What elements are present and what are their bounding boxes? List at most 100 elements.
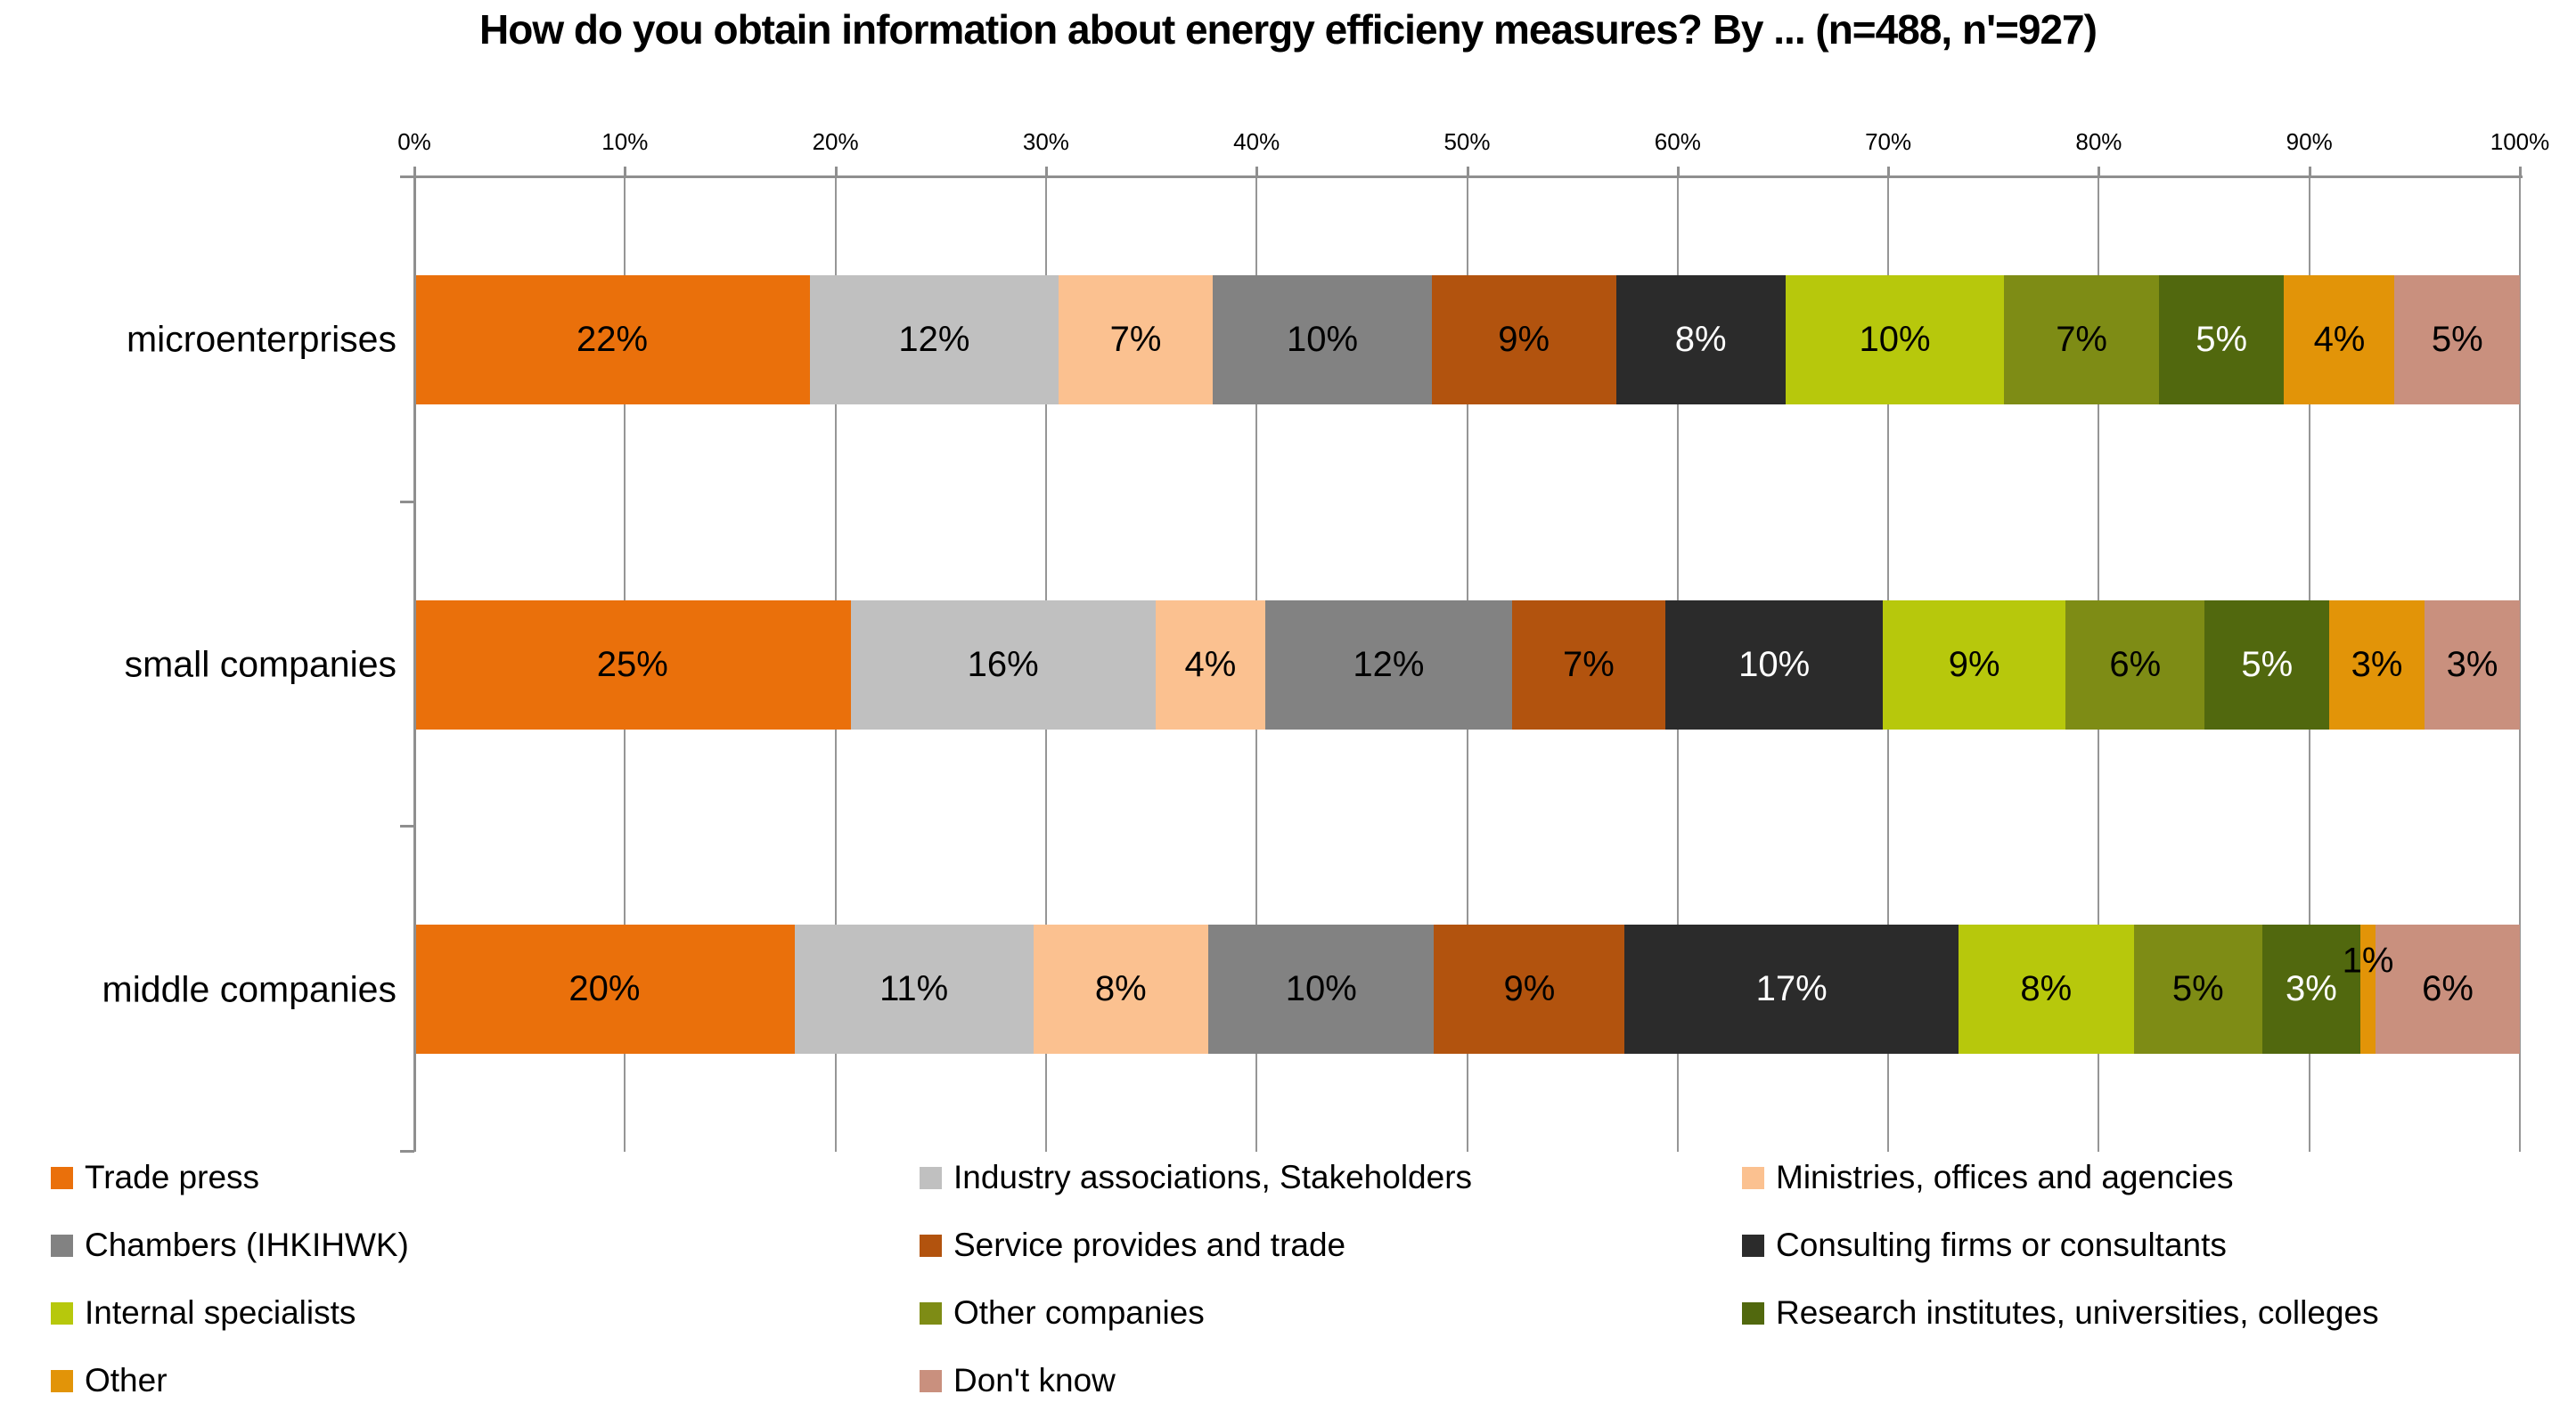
- bar-segment: 7%: [1058, 274, 1214, 404]
- bar: 25% 16% 4% 12% 7% 10% 9% 6% 5% 3% 3%: [414, 599, 2520, 730]
- bar-segment: 9%: [1434, 925, 1625, 1055]
- bar-segment: 17%: [1624, 925, 1959, 1055]
- category-label: middle companies: [102, 968, 397, 1010]
- x-axis-tick-label: 50%: [1443, 128, 1491, 155]
- legend-swatch-icon: [51, 1234, 73, 1257]
- segment-value-label: 4%: [2313, 319, 2366, 359]
- bar-segment: 25%: [414, 599, 851, 730]
- legend-item: Trade press: [51, 1159, 920, 1196]
- segment-value-label: 12%: [1353, 644, 1425, 684]
- bar-segment: 22%: [414, 274, 811, 404]
- segment-value-label: 3%: [2351, 644, 2403, 684]
- legend-swatch-icon: [920, 1166, 942, 1189]
- category-label: microenterprises: [126, 318, 397, 360]
- bar-segment: 7%: [2004, 274, 2159, 404]
- segment-value-label: 10%: [1859, 319, 1931, 359]
- bar-segment: 16%: [850, 599, 1156, 730]
- segment-value-label: 17%: [1755, 969, 1828, 1009]
- x-axis-line: [400, 175, 2523, 178]
- legend-item: Industry associations, Stakeholders: [920, 1159, 1742, 1196]
- gridline: [2519, 177, 2521, 1152]
- x-axis-tick-label: 30%: [1022, 128, 1069, 155]
- legend-item: Research institutes, universities, colle…: [1742, 1294, 2546, 1332]
- bar: 20% 11% 8% 10% 9% 17% 8% 5% 3% 1% 6%: [414, 925, 2520, 1055]
- legend-swatch-icon: [51, 1369, 73, 1392]
- bar-segment: 4%: [2284, 274, 2395, 404]
- segment-value-label: 7%: [1109, 319, 1162, 359]
- legend-swatch-icon: [1742, 1301, 1764, 1325]
- segment-value-label: 5%: [2196, 319, 2248, 359]
- x-axis-tick: [413, 167, 416, 177]
- segment-value-label: 8%: [2020, 969, 2073, 1009]
- segment-value-label: 1%: [2342, 941, 2394, 981]
- x-axis-tick: [1044, 167, 1048, 177]
- bar-segment: 5%: [2394, 274, 2521, 404]
- chart-title: How do you obtain information about ener…: [479, 6, 2098, 53]
- x-axis-tick-label: 70%: [1865, 128, 1912, 155]
- segment-value-label: 6%: [2109, 644, 2162, 684]
- bar-segment: 6%: [2376, 925, 2520, 1055]
- bar-segment: 10%: [1665, 599, 1884, 730]
- segment-value-label: 9%: [1498, 319, 1550, 359]
- legend-label: Other companies: [953, 1294, 1205, 1331]
- bar-segment: 5%: [2158, 274, 2285, 404]
- legend-item: Internal specialists: [51, 1294, 920, 1332]
- y-axis-tick: [400, 1150, 414, 1153]
- legend-item: Other companies: [920, 1294, 1742, 1332]
- x-axis-tick: [834, 167, 838, 177]
- x-axis-tick: [624, 167, 627, 177]
- segment-value-label: 8%: [1094, 969, 1147, 1009]
- legend-label: Industry associations, Stakeholders: [953, 1159, 1473, 1195]
- segment-value-label: 9%: [1503, 969, 1556, 1009]
- legend-item: Other: [51, 1362, 920, 1399]
- x-axis-tick: [2098, 167, 2101, 177]
- legend-item: Consulting firms or consultants: [1742, 1227, 2546, 1264]
- legend-label: Ministries, offices and agencies: [1776, 1159, 2234, 1195]
- segment-value-label: 3%: [2286, 969, 2337, 1009]
- legend-item: Chambers (IHKIHWK): [51, 1227, 920, 1264]
- bar-segment: 9%: [1883, 599, 2066, 730]
- legend-label: Don't know: [953, 1362, 1116, 1399]
- bar-segment: 10%: [1213, 274, 1432, 404]
- bar-segment: 8%: [1959, 925, 2134, 1055]
- bar-segment: 10%: [1208, 925, 1435, 1055]
- bar-segment: 7%: [1511, 599, 1666, 730]
- category-label: small companies: [124, 643, 397, 685]
- segment-value-label: 6%: [2422, 969, 2474, 1009]
- segment-value-label: 25%: [596, 644, 668, 684]
- bar-segment: 3%: [2262, 925, 2360, 1055]
- segment-value-label: 20%: [568, 969, 641, 1009]
- x-axis-tick-label: 20%: [812, 128, 859, 155]
- legend-swatch-icon: [920, 1369, 942, 1392]
- bar-segment: 12%: [810, 274, 1059, 404]
- legend-swatch-icon: [1742, 1234, 1764, 1257]
- legend-label: Research institutes, universities, colle…: [1776, 1294, 2379, 1331]
- legend-item: Don't know: [920, 1362, 1742, 1399]
- x-axis-tick-label: 60%: [1654, 128, 1701, 155]
- x-axis-tick: [1466, 167, 1469, 177]
- legend-label: Trade press: [85, 1159, 260, 1195]
- legend-item: Ministries, offices and agencies: [1742, 1159, 2546, 1196]
- bar-segment: 5%: [2204, 599, 2330, 730]
- bar-segment: 9%: [1431, 274, 1616, 404]
- bar-segment: 6%: [2065, 599, 2205, 730]
- x-axis-tick-label: 0%: [397, 128, 431, 155]
- x-axis-tick: [1676, 167, 1680, 177]
- segment-value-label: 11%: [879, 969, 949, 1009]
- segment-value-label: 22%: [577, 319, 649, 359]
- legend-swatch-icon: [1742, 1166, 1764, 1189]
- bar-segment: 3%: [2329, 599, 2425, 730]
- segment-value-label: 3%: [2446, 644, 2498, 684]
- x-axis-tick-label: 40%: [1233, 128, 1280, 155]
- segment-value-label: 8%: [1674, 319, 1727, 359]
- bar-segment: 1%: [2343, 925, 2393, 1055]
- bar-segment: 11%: [794, 925, 1034, 1055]
- segment-value-label: 5%: [2241, 644, 2294, 684]
- x-axis-tick-label: 100%: [2490, 128, 2550, 155]
- x-axis-tick: [2519, 167, 2522, 177]
- bar-segment: 5%: [2133, 925, 2263, 1055]
- legend-swatch-icon: [920, 1234, 942, 1257]
- legend-label: Service provides and trade: [953, 1227, 1346, 1263]
- bar-segment: 8%: [1615, 274, 1786, 404]
